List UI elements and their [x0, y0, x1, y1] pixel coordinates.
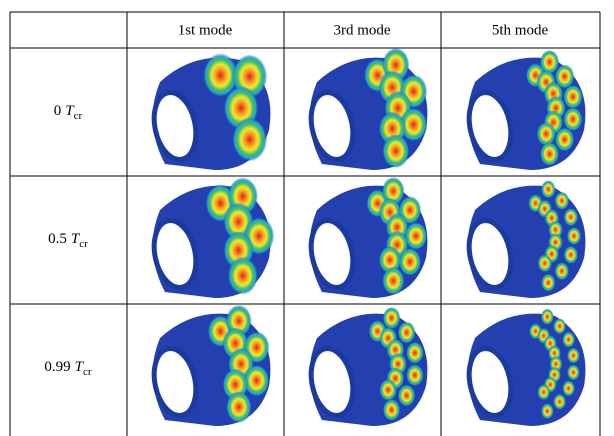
- spot: [555, 127, 574, 151]
- spot: [382, 134, 409, 168]
- spot: [562, 332, 575, 348]
- spot: [383, 307, 401, 329]
- spot: [406, 364, 424, 386]
- mode-shape: [463, 180, 585, 298]
- spot: [538, 254, 552, 272]
- spot: [540, 50, 559, 74]
- spot: [228, 257, 258, 295]
- spot: [398, 384, 416, 406]
- mode-table: 1st mode 3rd mode 5th mode 0Tcr 0.5Tcr 0.99Tc…: [0, 0, 614, 436]
- mode-shape: [305, 307, 427, 426]
- spot: [537, 122, 556, 146]
- spot: [541, 403, 554, 419]
- spot: [379, 379, 397, 401]
- spot: [555, 192, 569, 210]
- spot: [540, 142, 559, 166]
- spot: [383, 399, 401, 421]
- spot: [563, 107, 582, 131]
- coefficient: 0.5: [48, 231, 67, 247]
- spot: [537, 384, 550, 400]
- spot: [563, 85, 582, 109]
- spot: [564, 208, 578, 226]
- spot: [562, 380, 575, 396]
- coefficient: 0.99: [44, 359, 70, 375]
- mode-shape: [305, 177, 427, 298]
- subscript: cr: [79, 238, 88, 250]
- mode-shape: [148, 53, 270, 170]
- spot: [553, 394, 566, 410]
- spot: [382, 267, 404, 295]
- coefficient: 0: [54, 103, 62, 119]
- spot: [567, 348, 580, 364]
- spot: [399, 248, 421, 276]
- mode-shape: [463, 309, 585, 426]
- mode-shape: [305, 48, 427, 170]
- mode-shape: [148, 177, 274, 298]
- subscript: cr: [74, 110, 83, 122]
- column-header: 3rd mode: [333, 22, 390, 38]
- spot: [553, 318, 566, 334]
- column-header: 5th mode: [492, 22, 549, 38]
- spot: [398, 322, 416, 344]
- spot: [226, 391, 252, 423]
- spot: [541, 274, 555, 292]
- column-header: 1st mode: [178, 22, 233, 38]
- mode-shape: [148, 305, 270, 426]
- spot: [406, 342, 424, 364]
- spot: [567, 227, 581, 245]
- spot: [567, 364, 580, 380]
- spot: [564, 246, 578, 264]
- spot: [541, 180, 555, 198]
- spot: [232, 117, 267, 161]
- subscript: cr: [83, 366, 92, 378]
- spot: [555, 262, 569, 280]
- mode-shape: [463, 50, 585, 170]
- spot: [541, 309, 554, 325]
